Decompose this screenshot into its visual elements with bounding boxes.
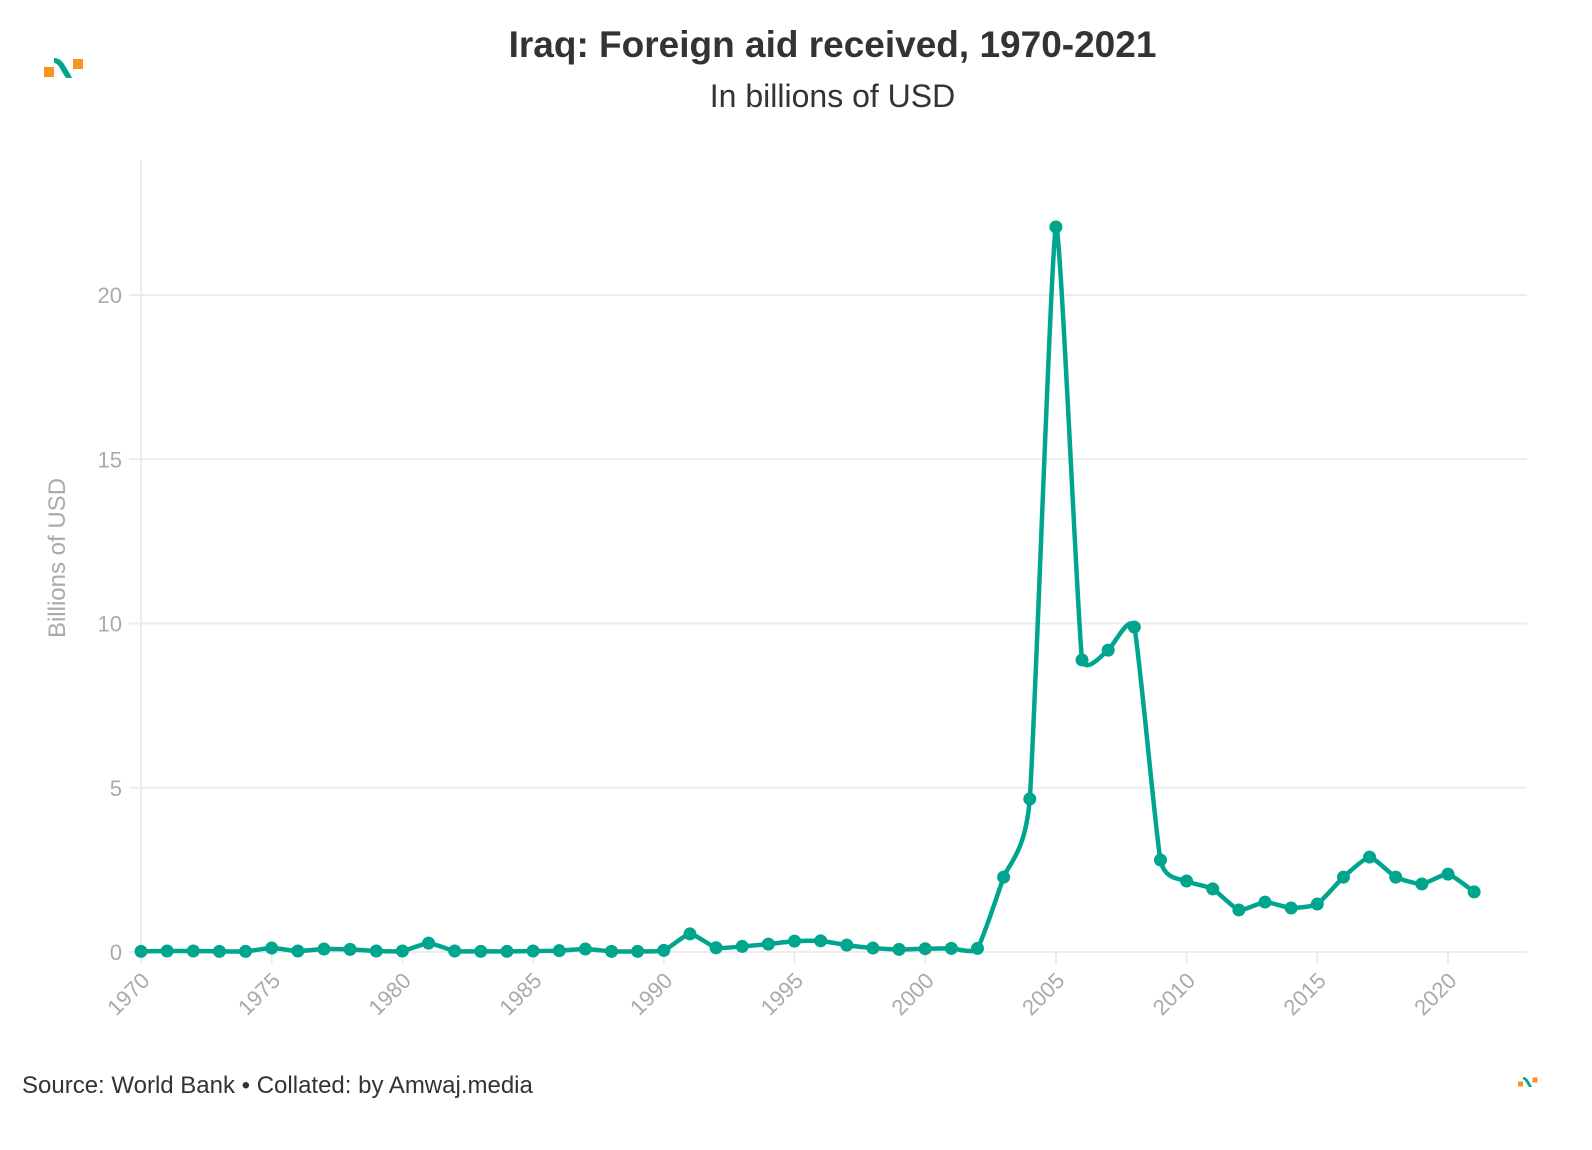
x-tick-label: 1985	[494, 968, 546, 1020]
data-point-1979[interactable]	[369, 944, 383, 958]
data-point-1989[interactable]	[631, 944, 645, 958]
data-point-1982[interactable]	[448, 944, 462, 958]
data-point-1972[interactable]	[186, 944, 200, 958]
line-chart: 0 5 10 15 20 1970 1975 1980 1985 1990 1995 2000 200…	[44, 160, 1527, 1020]
y-axis-title: Billions of USD	[44, 478, 71, 638]
data-point-1985[interactable]	[526, 944, 540, 958]
x-tick-label: 1970	[102, 968, 154, 1020]
data-point-1983[interactable]	[474, 944, 488, 958]
x-tick-label: 1975	[233, 968, 285, 1020]
data-point-1997[interactable]	[840, 938, 854, 952]
y-tick-label: 20	[98, 283, 122, 308]
data-point-2007[interactable]	[1101, 643, 1115, 657]
data-point-2005[interactable]	[1049, 220, 1063, 234]
amwaj-logo-icon	[44, 58, 83, 78]
series-foreign-aid	[134, 220, 1481, 958]
data-point-1980[interactable]	[395, 944, 409, 958]
data-point-1988[interactable]	[605, 944, 619, 958]
data-point-2011[interactable]	[1206, 882, 1220, 896]
chart-title: Iraq: Foreign aid received, 1970-2021	[508, 24, 1157, 65]
data-point-1993[interactable]	[735, 939, 749, 953]
y-axis: 0 5 10 15 20	[98, 283, 122, 965]
data-point-2004[interactable]	[1023, 792, 1037, 806]
data-point-2017[interactable]	[1363, 850, 1377, 864]
data-point-2018[interactable]	[1389, 870, 1403, 884]
data-point-2010[interactable]	[1180, 874, 1194, 888]
data-point-1974[interactable]	[239, 944, 253, 958]
data-point-1996[interactable]	[814, 934, 828, 948]
data-point-2019[interactable]	[1415, 877, 1429, 891]
x-tick-label: 2010	[1148, 968, 1200, 1020]
x-tick-label: 2000	[886, 968, 938, 1020]
data-point-1981[interactable]	[422, 936, 436, 950]
data-point-2012[interactable]	[1232, 903, 1246, 917]
y-tick-label: 5	[110, 776, 122, 801]
data-point-1973[interactable]	[212, 944, 226, 958]
data-point-2006[interactable]	[1075, 653, 1089, 667]
data-point-2001[interactable]	[944, 941, 958, 955]
gridlines	[129, 160, 1527, 962]
data-point-1970[interactable]	[134, 944, 148, 958]
data-point-1977[interactable]	[317, 942, 331, 956]
data-point-2014[interactable]	[1284, 901, 1298, 915]
data-point-2002[interactable]	[970, 941, 984, 955]
y-tick-label: 15	[98, 447, 122, 472]
y-tick-label: 10	[98, 612, 122, 637]
x-tick-label: 2005	[1017, 968, 1069, 1020]
data-point-1975[interactable]	[265, 941, 279, 955]
x-tick-label: 1990	[625, 968, 677, 1020]
data-point-2013[interactable]	[1258, 895, 1272, 909]
data-point-2008[interactable]	[1127, 620, 1141, 634]
data-point-1999[interactable]	[892, 942, 906, 956]
data-point-2009[interactable]	[1153, 853, 1167, 867]
data-point-2000[interactable]	[918, 942, 932, 956]
data-point-1994[interactable]	[761, 937, 775, 951]
data-point-1987[interactable]	[578, 942, 592, 956]
x-tick-label: 1980	[364, 968, 416, 1020]
x-tick-label: 1995	[756, 968, 808, 1020]
x-tick-label: 2020	[1409, 968, 1461, 1020]
amwaj-logo-small-icon	[1518, 1077, 1538, 1087]
data-point-1986[interactable]	[552, 944, 566, 958]
data-point-1990[interactable]	[657, 943, 671, 957]
source-note: Source: World Bank • Collated: by Amwaj.…	[22, 1072, 533, 1099]
y-tick-label: 0	[110, 940, 122, 965]
x-axis: 1970 1975 1980 1985 1990 1995 2000 2005 2010 2015…	[102, 952, 1462, 1020]
data-point-2021[interactable]	[1467, 885, 1481, 899]
series-line	[140, 224, 1476, 954]
data-point-1998[interactable]	[866, 941, 880, 955]
data-point-1995[interactable]	[788, 934, 801, 948]
chart-subtitle: In billions of USD	[709, 78, 956, 114]
data-point-1991[interactable]	[683, 927, 697, 941]
data-point-2016[interactable]	[1336, 870, 1350, 884]
data-point-2003[interactable]	[997, 870, 1011, 884]
data-point-1984[interactable]	[500, 944, 514, 958]
data-point-1992[interactable]	[709, 941, 723, 955]
data-point-1978[interactable]	[343, 942, 357, 956]
data-point-1971[interactable]	[160, 944, 174, 958]
data-point-2020[interactable]	[1441, 867, 1455, 881]
data-point-2015[interactable]	[1310, 897, 1324, 911]
data-point-1976[interactable]	[291, 944, 305, 958]
x-tick-label: 2015	[1279, 968, 1331, 1020]
